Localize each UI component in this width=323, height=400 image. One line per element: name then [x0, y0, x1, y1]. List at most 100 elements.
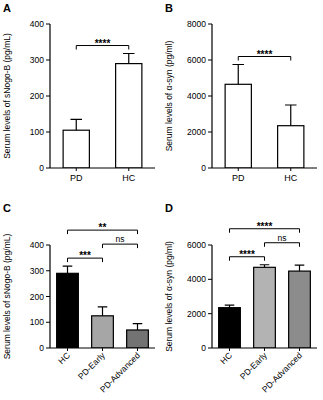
y-axis-label: Serum levels of sNogo-B (pg/mL) — [2, 234, 12, 360]
significance-label: **** — [95, 38, 111, 49]
panel: BSerum levels of α-syn (pg/ml)0200040006… — [164, 2, 317, 183]
error-bar — [133, 324, 143, 330]
y-tick-label: 4000 — [187, 91, 206, 101]
bar — [254, 267, 276, 348]
error-bar — [98, 307, 108, 316]
y-tick — [208, 313, 212, 314]
x-tick-label: HC — [218, 350, 234, 366]
marks — [225, 65, 304, 169]
x-tick — [67, 348, 68, 351]
y-tick-label: 400 — [30, 240, 44, 250]
significance-label: **** — [257, 49, 273, 60]
y-tick — [46, 96, 50, 97]
bar — [92, 316, 114, 348]
significance-label: ns — [278, 233, 287, 243]
x-tick-label: PD-Advanced — [260, 350, 304, 394]
y-tick — [46, 24, 50, 25]
x-tick — [290, 168, 291, 171]
y-tick — [208, 168, 212, 169]
x-axis — [50, 167, 155, 168]
error-bar — [63, 266, 73, 273]
marks — [219, 265, 311, 348]
x-tick-label: PD-Advanced — [98, 350, 142, 394]
marks — [63, 54, 142, 168]
y-tick — [46, 270, 50, 271]
panel: D Serum levels of α-syn (pg/ml) 0 2000 4000 6… — [164, 202, 317, 395]
y-tick-label: 200 — [30, 91, 44, 101]
bar — [225, 84, 251, 168]
y-tick — [208, 60, 212, 61]
y-tick-label: 300 — [30, 55, 44, 65]
y-tick-label: 100 — [30, 127, 44, 137]
y-tick — [208, 245, 212, 246]
x-tick — [76, 168, 77, 171]
y-tick-label: 100 — [30, 317, 44, 327]
y-tick-label: 6000 — [187, 55, 206, 65]
y-tick-label: 2000 — [187, 127, 206, 137]
significance-bracket — [103, 244, 138, 248]
x-tick — [238, 168, 239, 171]
y-axis-label: Serum levels of sNogo-B (pg/mL) — [2, 33, 12, 159]
x-tick-label: HC — [56, 350, 72, 366]
error-bar — [123, 54, 135, 64]
y-tick — [208, 96, 212, 97]
x-axis — [212, 167, 317, 168]
y-tick-label: 8000 — [187, 19, 206, 29]
y-tick-label: 2000 — [187, 309, 206, 319]
error-bar — [285, 105, 297, 126]
y-tick-label: 0 — [201, 343, 206, 353]
significance-label: ** — [99, 222, 107, 233]
y-tick — [208, 132, 212, 133]
y-axis-label: Serum levels of α-syn (pg/ml) — [164, 40, 174, 151]
significance-bracket — [265, 243, 300, 247]
y-tick-label: 0 — [39, 163, 44, 173]
x-tick — [102, 348, 103, 351]
y-tick-label: 4000 — [187, 274, 206, 284]
bar — [57, 273, 79, 348]
significance-label: **** — [257, 221, 273, 232]
bar — [63, 130, 89, 168]
y-tick-label: 6000 — [187, 240, 206, 250]
x-tick-label: HC — [284, 173, 297, 183]
y-tick — [46, 60, 50, 61]
y-tick — [46, 132, 50, 133]
panel-label: D — [165, 202, 173, 214]
panel: C Serum levels of sNogo-B (pg/mL) 0 100 200 3… — [2, 202, 155, 395]
y-tick — [46, 322, 50, 323]
error-bar — [70, 119, 82, 130]
panel: A Serum levels of sNogo-B (pg/mL) 0 100 200 3… — [2, 2, 155, 183]
significance-label: ns — [116, 234, 125, 244]
error-bar — [225, 305, 235, 308]
y-axis — [211, 245, 212, 348]
y-tick — [46, 348, 50, 349]
bar — [127, 330, 149, 348]
panel-label: B — [165, 2, 173, 14]
y-tick — [208, 348, 212, 349]
x-tick — [137, 348, 138, 351]
error-bar — [260, 265, 270, 268]
significance-label: **** — [239, 249, 255, 260]
x-tick — [128, 168, 129, 171]
y-tick — [208, 279, 212, 280]
y-tick-label: 200 — [30, 292, 44, 302]
bar — [278, 126, 304, 168]
y-tick-label: 300 — [30, 266, 44, 276]
panel-label: C — [3, 202, 11, 214]
bar — [219, 308, 241, 348]
error-bar — [295, 265, 305, 271]
y-tick-label: 0 — [39, 343, 44, 353]
figure: A Serum levels of sNogo-B (pg/mL) 0 100 200 3… — [0, 0, 323, 400]
marks — [57, 266, 149, 348]
y-tick — [46, 296, 50, 297]
x-tick-label: PD — [232, 173, 245, 183]
y-tick — [46, 168, 50, 169]
y-axis-label: Serum levels of α-syn (pg/ml) — [164, 241, 174, 352]
bar — [289, 271, 311, 348]
bar — [116, 64, 142, 168]
y-tick-label: 400 — [30, 19, 44, 29]
y-tick — [208, 24, 212, 25]
x-tick-label: PD-Early — [76, 350, 108, 382]
x-tick — [264, 348, 265, 351]
panel-label: A — [3, 2, 11, 14]
x-tick-label: PD-Early — [238, 350, 270, 382]
